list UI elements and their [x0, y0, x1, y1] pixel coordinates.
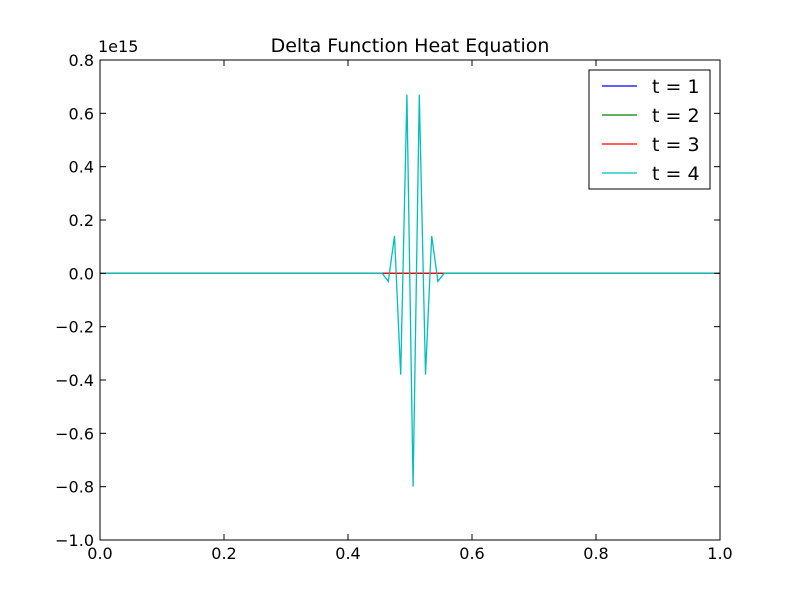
y-tick-label: −0.4	[55, 371, 94, 390]
legend-label: t = 2	[652, 105, 700, 127]
y-tick-label: 0.6	[69, 104, 94, 123]
series-layer	[100, 94, 720, 487]
chart-title: Delta Function Heat Equation	[271, 35, 550, 57]
y-tick-label: 0.4	[69, 158, 94, 177]
x-tick-label: 0.8	[583, 544, 608, 563]
x-tick-label: 0.2	[211, 544, 236, 563]
legend-label: t = 1	[652, 76, 700, 98]
y-tick-label: 0.2	[69, 211, 94, 230]
y-offset-label: 1e15	[98, 37, 138, 56]
y-tick-label: 0.8	[69, 51, 94, 70]
y-tick-label: −0.8	[55, 478, 94, 497]
tick-layer: 0.0 0.2 0.4 0.6 0.8 1.0 0.8 0.6 0.4 0.2 0.0 −0.2 −0.…	[55, 51, 733, 563]
y-tick-label: 0.0	[69, 264, 94, 283]
x-tick-label: 0.0	[87, 544, 112, 563]
legend-label: t = 3	[652, 134, 700, 156]
legend-label: t = 4	[652, 163, 700, 185]
legend: t = 1 t = 2 t = 3 t = 4	[588, 69, 711, 190]
legend-box	[588, 69, 711, 190]
series-line-4	[100, 94, 720, 487]
x-tick-label: 1.0	[707, 544, 732, 563]
plot-frame	[99, 59, 721, 541]
y-tick-label: −0.6	[55, 424, 94, 443]
y-tick-label: −0.2	[55, 318, 94, 337]
x-tick-label: 0.4	[335, 544, 360, 563]
x-tick-label: 0.6	[459, 544, 484, 563]
y-tick-label: −1.0	[55, 531, 94, 550]
